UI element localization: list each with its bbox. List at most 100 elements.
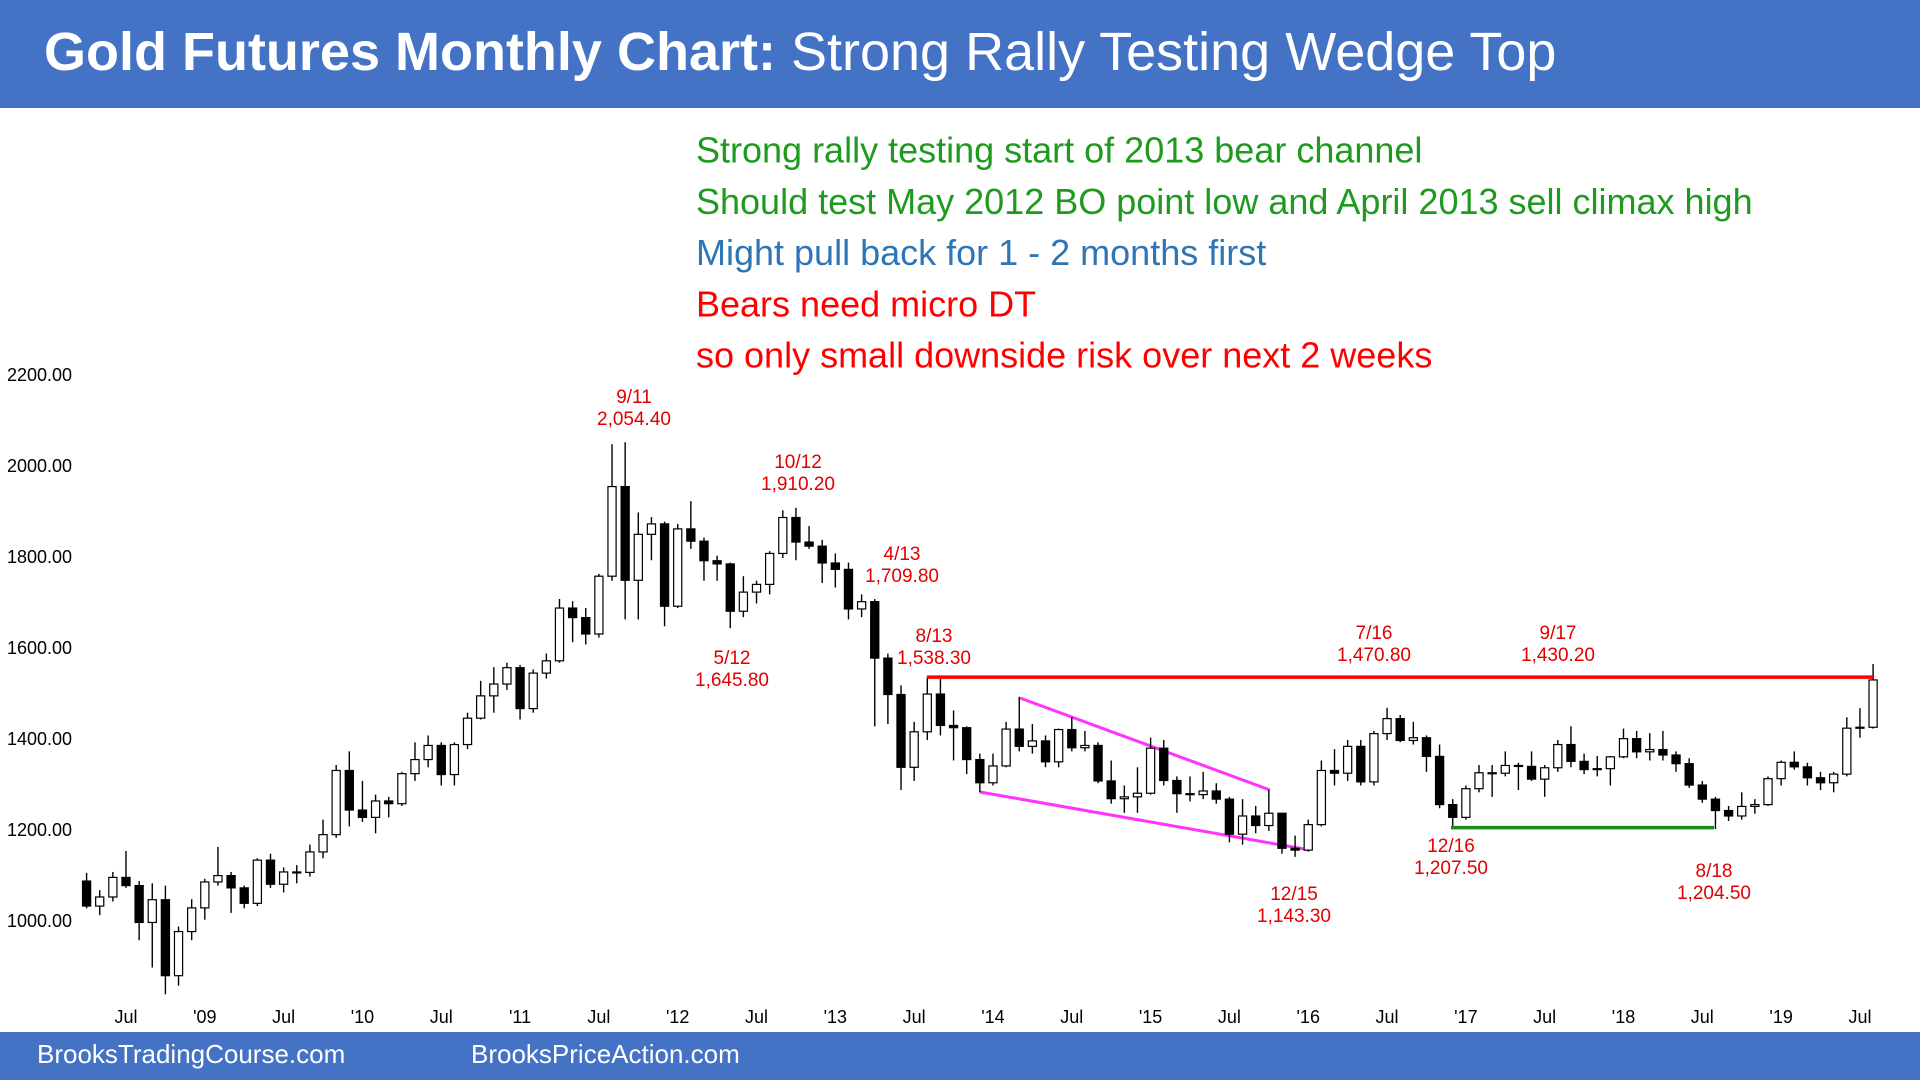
candle-body <box>344 769 354 811</box>
candle-body <box>1710 798 1721 812</box>
y-tick-label: 1200.00 <box>7 820 72 840</box>
candle-body <box>252 859 263 904</box>
candle-body <box>1198 790 1208 796</box>
candle-body <box>1316 769 1327 826</box>
y-tick-label: 2000.00 <box>7 456 72 476</box>
candle-body <box>1789 761 1799 768</box>
candle-body <box>449 743 460 776</box>
candle-body <box>1224 798 1235 835</box>
x-tick-label: Jul <box>1691 1007 1714 1027</box>
candle-body <box>962 727 972 761</box>
footer-link: BrooksPriceAction.com <box>471 1039 740 1069</box>
candle-body <box>318 834 328 853</box>
x-tick-label: Jul <box>1218 1007 1241 1027</box>
annotation-price: 2,054.40 <box>597 409 671 430</box>
candle-body <box>1842 727 1852 775</box>
x-tick-label: Jul <box>1376 1007 1399 1027</box>
candle-body <box>554 607 565 662</box>
candle-body <box>633 533 643 581</box>
y-tick-label: 2200.00 <box>7 365 72 385</box>
candle-body <box>975 758 985 784</box>
candle-body <box>331 769 341 836</box>
candle-body <box>1001 728 1011 767</box>
annotation-price: 1,470.80 <box>1337 645 1411 666</box>
candle-body <box>278 871 289 885</box>
candle-body <box>1053 728 1064 763</box>
candle-body <box>1067 728 1077 749</box>
candle-body <box>160 899 171 977</box>
candle-body <box>909 731 919 768</box>
x-tick-label: '15 <box>1139 1007 1162 1027</box>
wedge-line <box>1019 696 1271 792</box>
candle-body <box>1408 737 1418 742</box>
x-tick-label: '09 <box>193 1007 216 1027</box>
candle-body <box>147 899 157 924</box>
candle-body <box>791 516 801 543</box>
candle-body <box>594 575 604 635</box>
candle-body <box>95 896 105 907</box>
x-tick-label: '13 <box>824 1007 847 1027</box>
candle-body <box>1526 765 1537 780</box>
note: so only small downside risk over next 2 … <box>696 335 1432 376</box>
candle-body <box>1448 804 1458 818</box>
x-tick-label: '17 <box>1454 1007 1477 1027</box>
candle-body <box>988 765 998 784</box>
candle-body <box>173 930 184 977</box>
candle-body <box>817 545 827 564</box>
note: Strong rally testing start of 2013 bear … <box>696 130 1422 171</box>
x-tick-label: Jul <box>587 1007 610 1027</box>
candle-body <box>738 591 749 612</box>
annotation-date: 7/16 <box>1356 623 1393 644</box>
x-tick-label: Jul <box>430 1007 453 1027</box>
y-tick-label: 1800.00 <box>7 547 72 567</box>
candle-body <box>935 693 946 727</box>
candle-body <box>673 528 683 607</box>
note: Might pull back for 1 - 2 months first <box>696 232 1266 273</box>
annotation-date: 12/15 <box>1270 884 1318 905</box>
candle-body <box>1382 718 1392 735</box>
candle-body <box>896 693 906 768</box>
chart-title: Gold Futures Monthly Chart: Strong Rally… <box>44 22 1556 82</box>
candle-body <box>200 881 210 909</box>
annotation-price: 1,538.30 <box>897 648 971 669</box>
title-sub: Strong Rally Testing Wedge Top <box>791 22 1556 82</box>
footer-bar <box>0 1032 1920 1080</box>
wedge-line <box>979 790 1311 852</box>
note: Bears need micro DT <box>696 283 1036 324</box>
candle-body <box>922 693 932 733</box>
x-tick-label: Jul <box>114 1007 137 1027</box>
candle-body <box>528 672 538 710</box>
candle-body <box>830 562 841 570</box>
candle-body <box>1277 812 1287 849</box>
candle-body <box>1776 761 1786 780</box>
candle-body <box>883 657 893 696</box>
annotation-date: 9/11 <box>616 387 652 408</box>
x-tick-label: Jul <box>1533 1007 1556 1027</box>
candle-body <box>1040 740 1051 763</box>
candle-body <box>541 660 552 674</box>
candle-body <box>1566 743 1576 762</box>
annotation-price: 1,430.20 <box>1521 645 1595 666</box>
candle-body <box>699 540 709 562</box>
candle-body <box>239 887 249 904</box>
candle-body <box>1237 815 1248 835</box>
y-tick-label: 1600.00 <box>7 638 72 658</box>
candle-body <box>1342 745 1353 774</box>
candle-body <box>1723 809 1734 817</box>
candle-body <box>1145 747 1156 794</box>
candle-body <box>1093 744 1103 782</box>
x-tick-label: '16 <box>1297 1007 1320 1027</box>
candle-body <box>1513 764 1524 768</box>
x-tick-label: '14 <box>981 1007 1004 1027</box>
candle-body <box>1645 748 1655 753</box>
candle-body <box>384 800 394 805</box>
candle-body <box>607 485 617 577</box>
y-tick-label: 1400.00 <box>7 729 72 749</box>
candle-body <box>856 601 867 610</box>
candle-body <box>1618 738 1629 758</box>
candle-body <box>1802 766 1813 779</box>
candle-body <box>1579 760 1589 771</box>
candle-body <box>1014 728 1024 747</box>
x-tick-label: '12 <box>666 1007 689 1027</box>
